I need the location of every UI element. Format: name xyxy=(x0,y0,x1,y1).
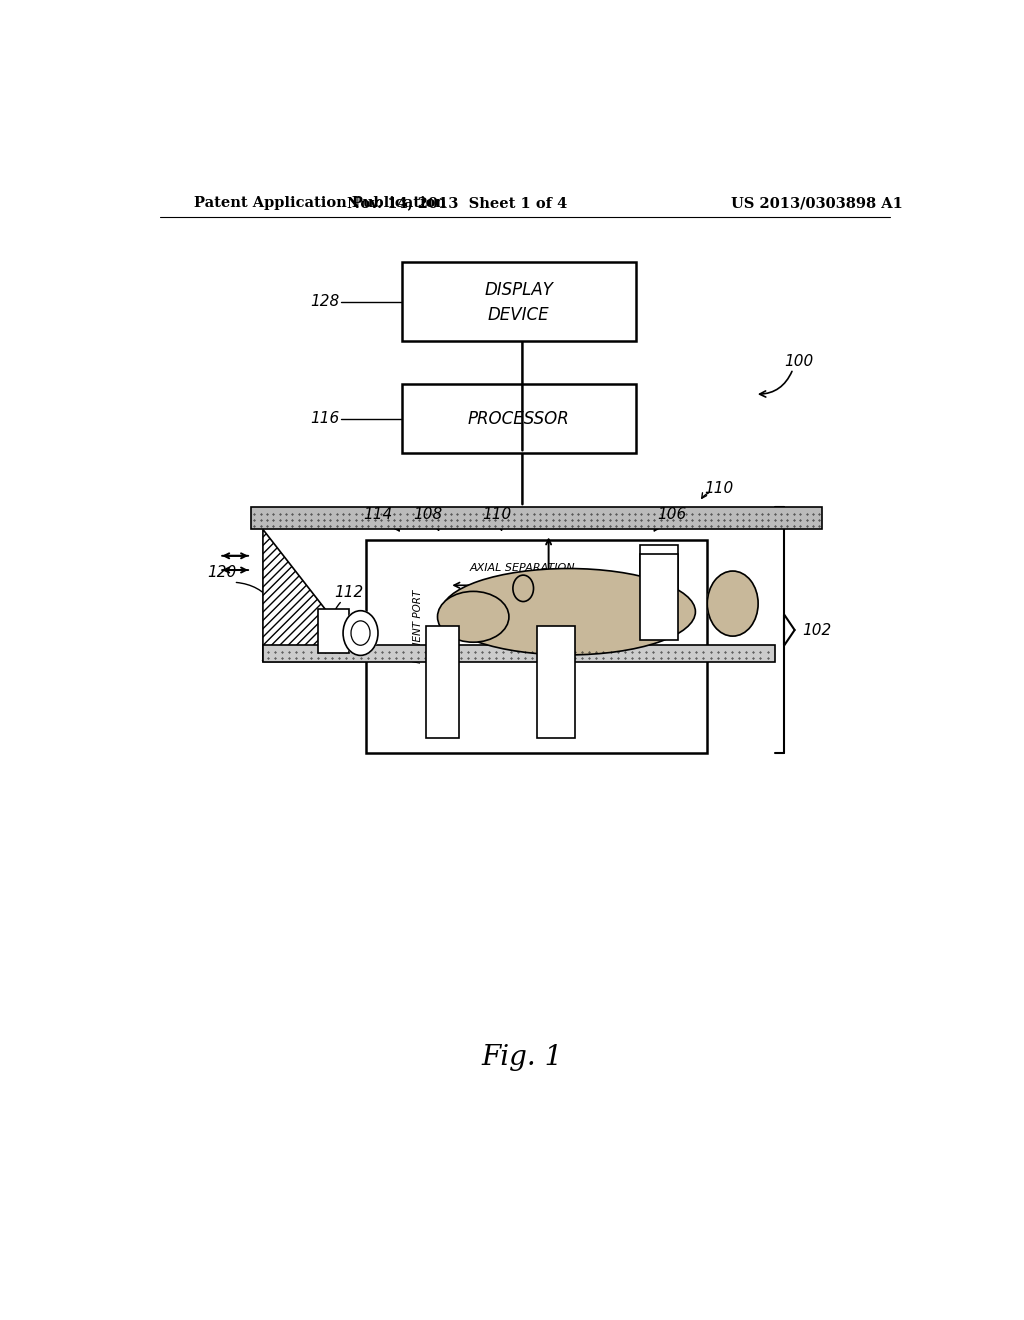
Text: 100: 100 xyxy=(784,354,813,370)
FancyArrowPatch shape xyxy=(386,521,399,531)
Ellipse shape xyxy=(437,591,509,643)
Text: 104: 104 xyxy=(643,649,673,664)
Text: 102: 102 xyxy=(802,623,831,638)
Text: 106: 106 xyxy=(657,507,686,521)
FancyArrowPatch shape xyxy=(434,524,439,531)
Text: 116: 116 xyxy=(310,411,339,426)
Text: DISPLAY: DISPLAY xyxy=(484,281,553,298)
Text: 112: 112 xyxy=(334,585,364,599)
Text: US 2013/0303898 A1: US 2013/0303898 A1 xyxy=(731,197,903,210)
Ellipse shape xyxy=(441,569,695,655)
FancyArrowPatch shape xyxy=(643,624,650,647)
FancyArrowPatch shape xyxy=(237,582,272,602)
FancyArrowPatch shape xyxy=(498,524,503,531)
Bar xyxy=(318,609,348,653)
FancyArrowPatch shape xyxy=(701,492,709,498)
Polygon shape xyxy=(263,529,367,661)
Text: 124: 124 xyxy=(260,649,290,664)
Bar xyxy=(263,645,775,661)
FancyArrowPatch shape xyxy=(539,603,549,616)
Text: 110: 110 xyxy=(482,507,512,521)
Text: DEVICE: DEVICE xyxy=(488,306,550,323)
FancyArrowPatch shape xyxy=(287,639,304,649)
Text: 110: 110 xyxy=(705,482,734,496)
Text: Fig. 1: Fig. 1 xyxy=(482,1044,563,1072)
Text: PATIENT PORT: PATIENT PORT xyxy=(413,589,423,663)
Text: PROCESSOR: PROCESSOR xyxy=(468,409,569,428)
FancyArrowPatch shape xyxy=(760,371,792,397)
Bar xyxy=(367,540,708,752)
Bar xyxy=(640,554,678,640)
Text: 120: 120 xyxy=(207,565,237,579)
Bar xyxy=(426,626,459,738)
Text: Nov. 14, 2013  Sheet 1 of 4: Nov. 14, 2013 Sheet 1 of 4 xyxy=(347,197,567,210)
Text: AXIAL SEPARATION: AXIAL SEPARATION xyxy=(470,564,575,573)
FancyArrowPatch shape xyxy=(654,523,663,531)
Text: 108: 108 xyxy=(414,507,442,521)
Circle shape xyxy=(343,611,378,656)
Bar xyxy=(537,626,574,738)
Text: 128: 128 xyxy=(310,294,339,309)
Text: Patent Application Publication: Patent Application Publication xyxy=(194,197,445,210)
Bar xyxy=(401,384,636,453)
Bar xyxy=(401,263,636,342)
FancyArrowPatch shape xyxy=(332,602,340,616)
Bar xyxy=(640,545,678,631)
Circle shape xyxy=(708,572,758,636)
Text: 122: 122 xyxy=(520,585,550,599)
Text: 114: 114 xyxy=(364,507,392,521)
Bar xyxy=(251,507,822,529)
